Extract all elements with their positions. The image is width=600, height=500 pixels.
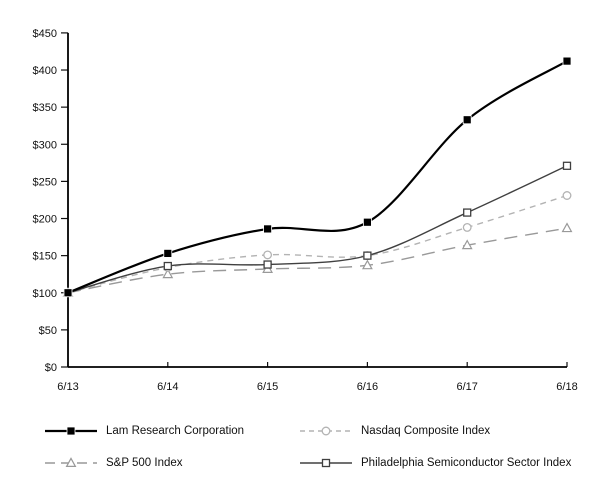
y-axis-tick-label: $150 [33,251,57,263]
series-0-point-marker [562,56,572,66]
legend-marker-3 [321,458,331,468]
series-0-point-marker [362,217,372,227]
series-0-point-marker [63,288,73,298]
y-axis-tick-label: $400 [33,65,57,77]
y-axis-tick-label: $450 [33,28,57,40]
series-0-point-marker [462,115,472,125]
legend-swatch-nasdaq-composite [300,426,352,436]
chart-plot-area: $0 $50 $100 $150 $200 $250 $300 $350 $400 $450 6/1… [33,28,578,393]
x-axis-tick-label: 6/16 [357,381,378,393]
series-1-point-marker [263,250,273,260]
series-2-point-marker [162,268,174,279]
series-0-point-marker [263,224,273,234]
series-line-0 [67,60,568,294]
series-3-point-marker [363,251,372,260]
y-axis-tick-label: $250 [33,176,57,188]
y-axis-tick-label: $200 [33,214,57,226]
y-axis-tick-label: $300 [33,139,57,151]
legend-label-nasdaq-composite: Nasdaq Composite Index [361,425,491,437]
series-3-point-marker [163,261,172,271]
legend-item-lam-research: Lam Research Corporation [45,424,244,438]
x-axis-tick-label: 6/15 [257,381,278,393]
legend-swatch-sp500 [45,457,97,467]
series-2-point-marker [361,259,373,270]
series-2-point-marker [461,239,473,250]
y-axis-tick-label: $350 [33,102,57,114]
legend-marker-2 [65,457,77,467]
legend-item-sp500: S&P 500 Index [45,456,183,470]
series-1-point-marker [462,222,472,232]
legend-label-lam-research: Lam Research Corporation [106,425,245,437]
legend-swatch-philadelphia-semiconductor [300,458,352,468]
series-line-3 [67,165,568,294]
y-axis-tick-label: $50 [39,325,57,337]
series-3-point-marker [463,208,472,217]
series-2-point-marker [561,222,573,233]
series-3-point-marker [263,260,272,269]
legend-marker-1 [321,426,331,436]
series-line-2 [67,227,568,294]
legend-marker-0 [66,426,76,436]
legend-swatch-lam-research [45,426,97,436]
legend-item-nasdaq-composite: Nasdaq Composite Index [300,424,490,438]
series-3-point-marker [562,161,572,170]
series-1-point-marker [562,191,572,200]
legend-label-sp500: S&P 500 Index [106,457,183,469]
legend-item-philadelphia-semiconductor: Philadelphia Semiconductor Sector Index [300,456,571,470]
legend-label-philadelphia-semiconductor: Philadelphia Semiconductor Sector Index [361,457,572,469]
y-axis-tick-label: $0 [45,362,57,374]
x-axis-tick-label: 6/17 [456,381,477,393]
x-axis-tick-label: 6/18 [556,381,577,393]
x-axis-tick-label: 6/13 [57,381,78,393]
series-line-1 [67,194,568,294]
series-0-point-marker [163,249,173,258]
x-axis-tick-label: 6/14 [157,381,178,393]
y-axis-tick-label: $100 [33,288,57,300]
